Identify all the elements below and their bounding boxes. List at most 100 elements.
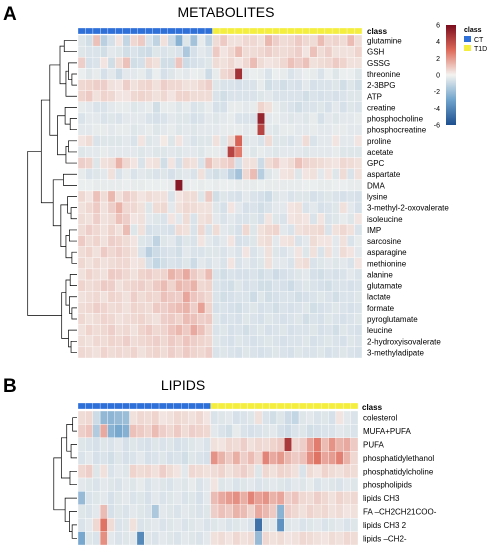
panel-a-cell [152, 34, 161, 47]
panel-a-class-cell [331, 27, 340, 35]
panel-b-cell [188, 477, 197, 492]
panel-a-cell [122, 302, 131, 314]
panel-a-cell [92, 190, 101, 203]
panel-a-cell [152, 201, 161, 214]
panel-a-cell [249, 112, 258, 125]
panel-a-cell [294, 201, 303, 214]
panel-a-cell [100, 257, 109, 270]
panel-a-cell [182, 224, 191, 236]
panel-a-cell [309, 112, 318, 125]
panel-a-cell [122, 201, 131, 214]
panel-b-cell [262, 491, 270, 505]
panel-b-row-label: lipids CH3 [363, 494, 400, 503]
panel-a-cell [264, 112, 273, 125]
panel-a-cell [100, 302, 109, 314]
panel-a-cell [197, 112, 206, 125]
panel-b-cell [77, 424, 86, 438]
panel-a-cell [167, 224, 176, 236]
panel-a-cell [302, 201, 310, 214]
panel-a-cell [167, 45, 176, 58]
panel-a-cell [85, 68, 94, 80]
panel-a-cell [227, 90, 236, 103]
panel-a-cell [152, 235, 161, 247]
panel-a-class-cell [264, 27, 273, 35]
panel-a-cell [339, 45, 348, 58]
panel-a-cell [152, 157, 161, 169]
panel-a-cell [234, 313, 243, 325]
panel-a-cell [152, 168, 161, 180]
panel-a-cell [302, 112, 310, 125]
panel-a-cell [92, 268, 101, 281]
panel-a-row-label: glutamine [367, 37, 402, 46]
panel-a-cell [212, 123, 221, 136]
panel-a-cell [242, 157, 251, 169]
panel-a-cell [182, 246, 191, 258]
panel-a-class-cell [354, 27, 363, 35]
panel-a-cell [145, 68, 153, 80]
panel-b-cell [210, 451, 219, 465]
panel-a-class-cell [294, 27, 303, 35]
panel-b-cell [254, 518, 263, 532]
panel-b-cell [188, 464, 197, 479]
panel-a-cell [219, 279, 228, 292]
panel-a-cell [264, 346, 273, 359]
panel-b-cell [350, 491, 359, 505]
panel-a-cell [189, 213, 198, 225]
panel-a-cell [189, 346, 198, 359]
panel-a-cell [242, 201, 251, 214]
panel-a-cell [302, 146, 310, 158]
panel-a-cell [272, 302, 280, 314]
panel-a-cell [249, 190, 258, 203]
panel-a-class-cell [77, 27, 86, 35]
panel-a-cell [115, 279, 124, 292]
panel-a-cell [189, 302, 198, 314]
panel-a-cell [316, 290, 325, 303]
panel-b-class-label: class [362, 403, 383, 412]
panel-b-cell [151, 410, 160, 425]
panel-b-class-cell [335, 402, 344, 410]
panel-b-cell [107, 424, 116, 438]
panel-a-cell [160, 324, 168, 336]
panel-b-cell [195, 424, 204, 438]
panel-b-class-cell [217, 402, 226, 410]
panel-a-cell [182, 190, 191, 203]
panel-b-cell [262, 424, 270, 438]
panel-a-cell [130, 45, 138, 58]
panel-a-dendrogram-branch [65, 70, 77, 97]
panel-a-cell [160, 57, 168, 69]
panel-a-cell [227, 157, 236, 169]
panel-a-cell [137, 79, 146, 91]
panel-a-cell [309, 101, 318, 114]
panel-a-cell [227, 246, 236, 258]
panel-b-cell [158, 477, 167, 492]
panel-b-cell [122, 491, 130, 505]
panel-a-cell [272, 146, 280, 158]
panel-a-cell [182, 179, 191, 192]
panel-b-cell [107, 451, 116, 465]
panel-a-cell [122, 112, 131, 125]
panel-a-cell [264, 257, 273, 270]
panel-a-cell [77, 335, 86, 348]
panel-a-cell [160, 290, 168, 303]
panel-a-cell [85, 135, 94, 147]
panel-b-cell [85, 451, 93, 465]
panel-b-cell [306, 504, 314, 519]
panel-a-cell [115, 290, 124, 303]
panel-a-cell [189, 313, 198, 325]
panel-a-class-cell [85, 27, 94, 35]
panel-a-cell [204, 157, 213, 169]
panel-a-cell [130, 279, 138, 292]
panel-a-cell [294, 346, 303, 359]
panel-a-cell [294, 324, 303, 336]
panel-a-cell [160, 268, 168, 281]
panel-a-cell [107, 201, 116, 214]
panel-a-cell [234, 335, 243, 348]
panel-b-cell [239, 451, 248, 465]
panel-b-cell [313, 518, 322, 532]
panel-b-cell [239, 491, 248, 505]
panel-a-cell [279, 346, 288, 359]
panel-b-cell [77, 531, 86, 546]
panel-a-row-dendrogram [27, 40, 77, 353]
panel-a-cell [77, 268, 86, 281]
panel-a-cell [279, 179, 288, 192]
